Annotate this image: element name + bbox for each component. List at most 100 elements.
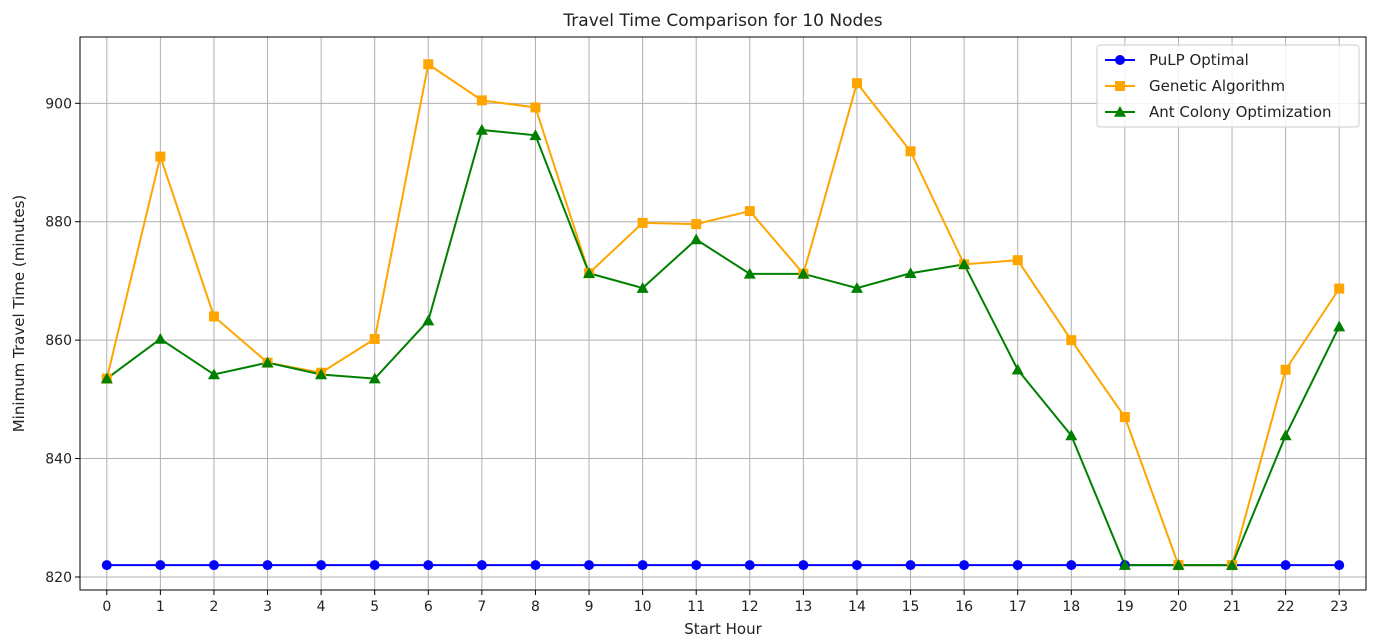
- x-tick-label: 18: [1062, 599, 1080, 615]
- x-tick-label: 12: [741, 599, 759, 615]
- legend-label-genetic-algorithm: Genetic Algorithm: [1149, 77, 1285, 95]
- point-ant-colony-optimization: [315, 368, 328, 380]
- point-genetic-algorithm: [851, 78, 862, 89]
- x-tick-label: 17: [1009, 599, 1027, 615]
- point-pulp-optimal: [1334, 560, 1345, 571]
- point-pulp-optimal: [369, 560, 380, 571]
- x-tick-label: 3: [263, 599, 272, 615]
- y-axis-ticks: 820 840 860 880 900: [45, 96, 80, 586]
- point-pulp-optimal: [584, 560, 595, 571]
- point-pulp-optimal: [905, 560, 916, 571]
- x-tick-label: 9: [585, 599, 594, 615]
- point-ant-colony-optimization: [797, 267, 810, 279]
- point-ant-colony-optimization: [1065, 429, 1078, 441]
- x-tick-label: 8: [531, 599, 540, 615]
- point-ant-colony-optimization: [636, 282, 649, 293]
- x-tick-label: 2: [209, 599, 218, 615]
- point-genetic-algorithm: [1119, 412, 1130, 423]
- point-genetic-algorithm: [476, 95, 487, 106]
- point-genetic-algorithm: [691, 219, 702, 230]
- point-ant-colony-optimization: [1011, 363, 1024, 375]
- point-ant-colony-optimization: [100, 372, 113, 384]
- x-tick-label: 1: [156, 599, 165, 615]
- y-tick-label: 820: [45, 570, 72, 586]
- point-genetic-algorithm: [1012, 255, 1023, 266]
- point-pulp-optimal: [316, 560, 327, 571]
- x-tick-label: 16: [955, 599, 973, 615]
- point-genetic-algorithm: [155, 151, 166, 162]
- point-ant-colony-optimization: [154, 332, 167, 344]
- point-pulp-optimal: [155, 560, 166, 571]
- point-ant-colony-optimization: [475, 123, 488, 135]
- x-tick-label: 5: [370, 599, 379, 615]
- legend-label-ant-colony-optimization: Ant Colony Optimization: [1149, 103, 1332, 121]
- point-genetic-algorithm: [637, 217, 648, 228]
- point-genetic-algorithm: [905, 146, 916, 157]
- point-genetic-algorithm: [744, 206, 755, 217]
- point-pulp-optimal: [423, 560, 434, 571]
- point-genetic-algorithm: [530, 102, 541, 113]
- point-pulp-optimal: [1280, 560, 1291, 571]
- point-pulp-optimal: [1066, 560, 1077, 571]
- point-ant-colony-optimization: [368, 372, 381, 384]
- point-genetic-algorithm: [208, 311, 219, 322]
- point-ant-colony-optimization: [207, 368, 220, 380]
- legend-marker-pulp-optimal: [1115, 55, 1125, 65]
- plot-area-frame: [79, 36, 1367, 591]
- point-pulp-optimal: [1012, 560, 1023, 571]
- x-tick-label: 10: [634, 599, 652, 615]
- point-ant-colony-optimization: [1172, 559, 1185, 570]
- point-ant-colony-optimization: [1333, 320, 1346, 332]
- legend-box: [1096, 44, 1360, 128]
- x-axis-label: Start Hour: [684, 620, 762, 638]
- chart-title: Travel Time Comparison for 10 Nodes: [562, 11, 882, 31]
- point-genetic-algorithm: [1066, 335, 1077, 346]
- x-tick-label: 23: [1330, 599, 1348, 615]
- point-ant-colony-optimization: [583, 267, 596, 279]
- x-tick-label: 15: [902, 599, 920, 615]
- series-lines: [105, 62, 1341, 567]
- point-ant-colony-optimization: [743, 267, 756, 279]
- point-ant-colony-optimization: [1118, 559, 1131, 570]
- point-pulp-optimal: [959, 560, 970, 571]
- point-pulp-optimal: [798, 560, 809, 571]
- legend-label-pulp-optimal: PuLP Optimal: [1149, 51, 1249, 69]
- point-genetic-algorithm: [423, 59, 434, 70]
- y-tick-label: 860: [45, 333, 72, 349]
- point-pulp-optimal: [208, 560, 219, 571]
- point-ant-colony-optimization: [958, 258, 971, 270]
- point-pulp-optimal: [476, 560, 487, 571]
- series-markers: [100, 59, 1346, 571]
- point-pulp-optimal: [691, 560, 702, 571]
- legend: PuLP Optimal Genetic Algorithm Ant Colony …: [1096, 44, 1360, 128]
- legend-marker-ant-colony-optimization: [1114, 106, 1126, 117]
- point-pulp-optimal: [637, 560, 648, 571]
- point-ant-colony-optimization: [1279, 429, 1292, 441]
- series-line-genetic-algorithm: [105, 62, 1341, 567]
- point-ant-colony-optimization: [529, 129, 542, 141]
- x-tick-label: 19: [1116, 599, 1134, 615]
- x-tick-label: 11: [687, 599, 705, 615]
- x-tick-label: 20: [1170, 599, 1188, 615]
- legend-marker-genetic-algorithm: [1115, 81, 1125, 91]
- x-tick-label: 14: [848, 599, 866, 615]
- x-tick-label: 6: [424, 599, 433, 615]
- y-axis-label: Minimum Travel Time (minutes): [10, 195, 28, 433]
- point-pulp-optimal: [851, 560, 862, 571]
- y-tick-label: 880: [45, 215, 72, 231]
- point-pulp-optimal: [530, 560, 541, 571]
- point-pulp-optimal: [262, 560, 273, 571]
- x-tick-label: 0: [102, 599, 111, 615]
- x-axis-ticks: 0 1 2 3 4 5 6 7 8 9 10 11 12 13 14 15 16 17 18 19 20 21 22 23: [102, 590, 1348, 615]
- point-pulp-optimal: [744, 560, 755, 571]
- point-ant-colony-optimization: [690, 233, 703, 245]
- y-tick-label: 900: [45, 96, 72, 112]
- x-tick-label: 7: [477, 599, 486, 615]
- point-genetic-algorithm: [369, 333, 380, 344]
- point-ant-colony-optimization: [261, 356, 274, 368]
- point-ant-colony-optimization: [850, 282, 863, 293]
- point-pulp-optimal: [101, 560, 112, 571]
- x-tick-label: 21: [1223, 599, 1241, 615]
- x-tick-label: 4: [317, 599, 326, 615]
